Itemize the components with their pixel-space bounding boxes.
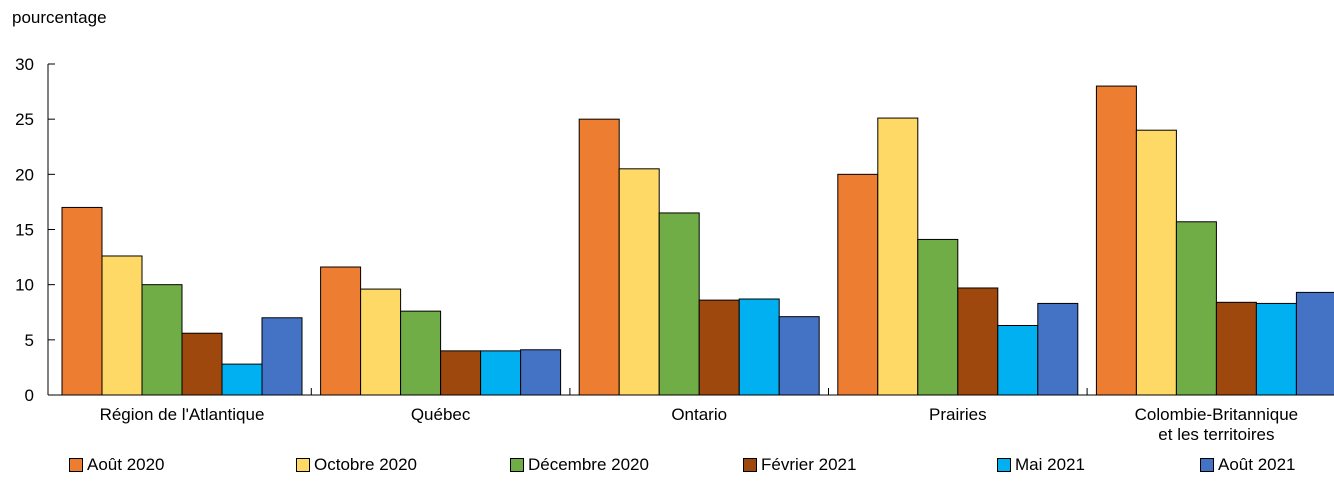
legend-label: Octobre 2020 [314, 455, 418, 474]
x-category-label: Région de l'Atlantique [100, 405, 265, 424]
legend: Août 2020 Octobre 2020 Décembre 2020 Févrie… [0, 455, 1334, 483]
bar [1255, 302, 1297, 396]
legend-label: Août 2021 [1218, 455, 1296, 474]
legend-item: Octobre 2020 [296, 455, 417, 475]
legend-swatch [997, 458, 1011, 472]
bar [658, 212, 700, 396]
x-category-label: Prairies [929, 405, 987, 424]
bar [1295, 291, 1334, 396]
y-tick-label: 5 [25, 331, 34, 350]
bar [360, 288, 402, 396]
bar [1215, 301, 1257, 396]
bar [520, 349, 562, 396]
legend-swatch [510, 458, 524, 472]
legend-label: Mai 2021 [1015, 455, 1085, 474]
legend-swatch [296, 458, 310, 472]
bar [578, 118, 620, 396]
y-tick-label: 20 [15, 165, 34, 184]
legend-item: Février 2021 [743, 455, 856, 475]
bar [917, 238, 959, 396]
legend-item: Mai 2021 [997, 455, 1085, 475]
legend-label: Août 2020 [87, 455, 165, 474]
bar [738, 298, 780, 396]
bar [440, 350, 482, 396]
bar [480, 350, 522, 396]
bar [1037, 302, 1079, 396]
x-category-label: Québec [411, 405, 471, 424]
bar-chart: 0 5 10 15 20 25 30 Région de l'Atlantique Québec… [15, 55, 1334, 444]
bar [261, 317, 303, 396]
legend-label: Février 2021 [761, 455, 857, 474]
legend-label: Décembre 2020 [528, 455, 649, 474]
bar [400, 310, 442, 396]
y-tick-label: 10 [15, 276, 34, 295]
bar [698, 299, 740, 396]
y-axis-label: pourcentage [12, 8, 107, 27]
legend-item: Août 2021 [1200, 455, 1296, 475]
bar [1175, 221, 1217, 396]
bar [778, 316, 820, 396]
bar [141, 284, 183, 396]
bar [997, 324, 1039, 396]
y-tick-label: 25 [15, 110, 34, 129]
x-category-label: et les territoires [1158, 425, 1274, 444]
bar [61, 206, 103, 396]
y-tick-label: 30 [15, 55, 34, 74]
bar [837, 173, 879, 396]
legend-item: Décembre 2020 [510, 455, 649, 475]
y-tick-label: 15 [15, 221, 34, 240]
legend-swatch [69, 458, 83, 472]
bar [877, 117, 919, 396]
bar [1135, 129, 1177, 396]
bar [101, 255, 143, 396]
bar [618, 168, 660, 396]
legend-item: Août 2020 [69, 455, 165, 475]
bar [957, 287, 999, 396]
bar [1095, 85, 1137, 396]
bar [181, 332, 223, 396]
legend-swatch [743, 458, 757, 472]
legend-swatch [1200, 458, 1214, 472]
y-tick-label: 0 [25, 386, 34, 405]
x-category-label: Colombie-Britannique [1135, 405, 1298, 424]
bar [320, 266, 362, 396]
x-category-label: Ontario [671, 405, 727, 424]
bar [221, 363, 263, 396]
